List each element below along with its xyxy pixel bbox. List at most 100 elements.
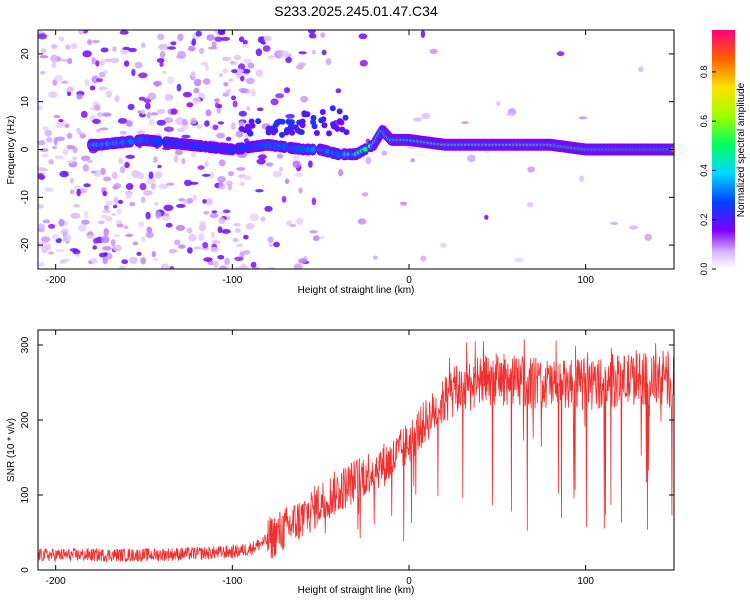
noise-blob (204, 120, 210, 127)
noise-blob (64, 123, 70, 128)
noise-blob (202, 78, 211, 85)
noise-blob (298, 258, 308, 264)
noise-blob (440, 242, 447, 249)
noise-blob (156, 58, 165, 63)
noise-blob (166, 182, 175, 186)
noise-blob (118, 157, 124, 165)
noise-blob (38, 104, 43, 111)
noise-blob (42, 219, 51, 224)
colorbar-tick-label: 0.8 (699, 66, 709, 79)
turbulence-blob (238, 125, 245, 132)
noise-blob (178, 244, 186, 249)
noise-blob (158, 183, 169, 190)
noise-blob (197, 233, 205, 242)
noise-blob (188, 233, 197, 242)
noise-blob (211, 41, 217, 48)
turbulence-blob (318, 117, 325, 124)
noise-blob (421, 112, 431, 120)
noise-blob (112, 46, 117, 52)
turbulence-blob (269, 125, 276, 132)
noise-blob (96, 78, 104, 83)
noise-blob (100, 214, 108, 219)
noise-blob (192, 97, 201, 105)
turbulence-blob (274, 119, 281, 126)
noise-blob (155, 211, 162, 219)
noise-blob (187, 45, 196, 52)
turbulence-blob (338, 119, 345, 126)
noise-blob (205, 109, 212, 117)
noise-blob (122, 46, 131, 51)
noise-blob (195, 30, 202, 37)
noise-blob (141, 109, 146, 115)
noise-blob (168, 249, 178, 254)
noise-blob (300, 95, 308, 103)
noise-blob (91, 57, 96, 65)
noise-blob (112, 204, 118, 209)
snr-frame (37, 329, 675, 571)
noise-blob (75, 253, 80, 257)
noise-blob (201, 247, 210, 251)
turbulence-blob (279, 118, 286, 125)
noise-blob (214, 36, 223, 42)
noise-blob (295, 65, 304, 70)
noise-blob (54, 74, 63, 82)
noise-blob (38, 33, 47, 40)
noise-blob (100, 47, 109, 53)
turbulence-blob (339, 126, 346, 133)
noise-blob (196, 124, 203, 129)
noise-blob (203, 211, 210, 215)
ridge-core (239, 146, 246, 151)
noise-blob (245, 222, 255, 230)
noise-blob (154, 202, 159, 206)
noise-blob (52, 79, 58, 86)
noise-blob (263, 35, 271, 42)
noise-blob (146, 226, 153, 233)
noise-blob (197, 165, 205, 170)
turbulence-blob (248, 118, 255, 125)
noise-blob (186, 227, 193, 234)
ridge-core (127, 139, 134, 144)
noise-blob (236, 167, 246, 171)
noise-blob (124, 161, 130, 169)
noise-blob (87, 159, 94, 164)
noise-blob (69, 177, 74, 184)
noise-blob (72, 249, 81, 255)
noise-blob (123, 225, 129, 230)
turbulence-blob (342, 114, 349, 121)
noise-blob (242, 39, 248, 45)
noise-blob (207, 46, 218, 50)
ridge-core (155, 139, 162, 144)
y-tick-label: 300 (20, 336, 31, 353)
noise-blob (102, 246, 112, 251)
noise-blob (212, 260, 219, 268)
y-tick-label: 100 (20, 486, 31, 503)
noise-blob (245, 77, 255, 85)
y-tick-label: 0 (20, 567, 31, 573)
noise-blob (167, 76, 175, 85)
noise-blob (102, 191, 108, 197)
noise-blob (206, 34, 215, 41)
noise-blob (70, 212, 81, 219)
noise-blob (145, 211, 151, 220)
noise-blob (191, 38, 196, 46)
noise-blob (65, 44, 71, 50)
noise-blob (117, 199, 124, 204)
noise-blob (76, 188, 81, 197)
noise-blob (319, 235, 326, 240)
noise-blob (496, 100, 501, 107)
noise-blob (204, 63, 209, 72)
noise-blob (157, 33, 165, 40)
spectrogram-x-ticks: -200 -100 0 100 (46, 30, 594, 286)
noise-blob (146, 176, 156, 185)
noise-blob (161, 263, 170, 269)
noise-blob (146, 111, 151, 119)
noise-blob (87, 39, 92, 46)
noise-blob (410, 158, 415, 163)
noise-blob (211, 240, 221, 244)
noise-blob (102, 209, 112, 214)
noise-blob (140, 196, 146, 204)
noise-blob (308, 160, 313, 168)
noise-blob (527, 166, 535, 173)
noise-blob (270, 98, 279, 106)
noise-blob (267, 236, 274, 243)
